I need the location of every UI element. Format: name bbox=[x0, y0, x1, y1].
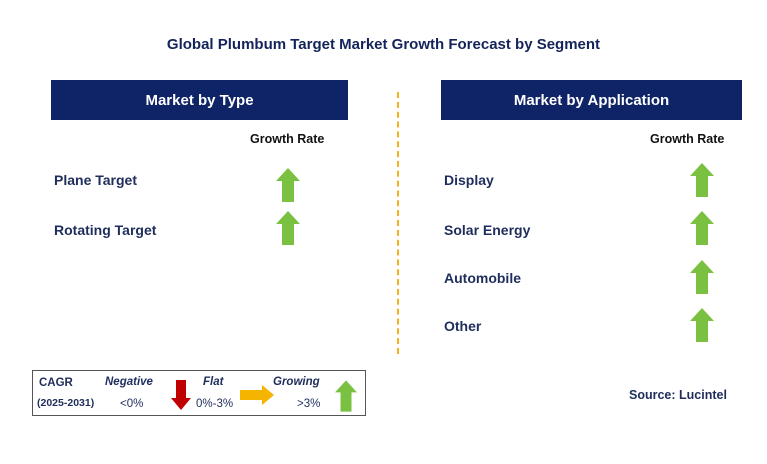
legend-growing-label: Growing bbox=[273, 376, 320, 388]
legend-negative-value: <0% bbox=[120, 398, 144, 410]
down-arrow-icon bbox=[171, 380, 191, 410]
legend-cagr-label: CAGR bbox=[39, 377, 73, 389]
up-arrow-icon bbox=[276, 211, 300, 245]
up-arrow-icon bbox=[335, 380, 357, 412]
right-growth-rate-label: Growth Rate bbox=[650, 132, 725, 146]
market-by-application-header-label: Market by Application bbox=[513, 91, 670, 109]
market-by-application-header: Market by Application bbox=[441, 80, 742, 120]
up-arrow-icon bbox=[276, 168, 300, 202]
panel-divider bbox=[397, 92, 399, 354]
up-arrow-icon bbox=[690, 260, 714, 294]
source-note: Source: Lucintel bbox=[629, 388, 727, 402]
application-row-label: Display bbox=[444, 172, 494, 188]
legend-flat-value: 0%-3% bbox=[196, 398, 234, 410]
application-row-label: Automobile bbox=[444, 270, 521, 286]
application-row-label: Solar Energy bbox=[444, 222, 531, 238]
application-row-label: Other bbox=[444, 318, 482, 334]
market-by-type-header: Market by Type bbox=[51, 80, 348, 120]
market-by-type-header-label: Market by Type bbox=[145, 91, 254, 109]
up-arrow-icon bbox=[690, 308, 714, 342]
legend-negative-label: Negative bbox=[105, 376, 153, 388]
legend-period: (2025-2031) bbox=[37, 397, 95, 409]
right-arrow-icon bbox=[240, 385, 274, 405]
type-row-label: Rotating Target bbox=[54, 222, 157, 238]
up-arrow-icon bbox=[690, 163, 714, 197]
legend-flat-label: Flat bbox=[203, 376, 224, 388]
left-growth-rate-label: Growth Rate bbox=[250, 132, 325, 146]
up-arrow-icon bbox=[690, 211, 714, 245]
cagr-legend: CAGR (2025-2031) Negative <0% Flat 0%-3%… bbox=[32, 370, 366, 416]
type-row-label: Plane Target bbox=[54, 172, 137, 188]
page-title: Global Plumbum Target Market Growth Fore… bbox=[166, 36, 601, 53]
legend-growing-value: >3% bbox=[297, 398, 321, 410]
